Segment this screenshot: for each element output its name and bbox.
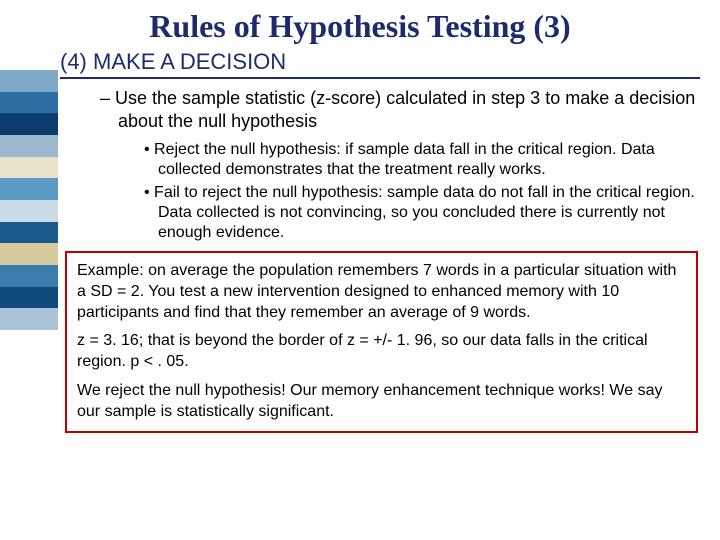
- step-label: MAKE A DECISION: [93, 49, 286, 74]
- dash-bullet: Use the sample statistic (z-score) calcu…: [100, 87, 700, 132]
- example-paragraph: z = 3. 16; that is beyond the border of …: [77, 331, 686, 373]
- bullet-item: Reject the null hypothesis: if sample da…: [144, 140, 700, 180]
- bullet-item: Fail to reject the null hypothesis: samp…: [144, 183, 700, 243]
- step-number: (4): [60, 49, 87, 74]
- bullet-list: Reject the null hypothesis: if sample da…: [144, 140, 700, 243]
- example-box: Example: on average the population remem…: [65, 251, 698, 433]
- example-paragraph: Example: on average the population remem…: [77, 261, 686, 323]
- slide-content: Rules of Hypothesis Testing (3) (4) MAKE…: [0, 0, 720, 443]
- slide-title: Rules of Hypothesis Testing (3): [20, 8, 700, 45]
- example-paragraph: We reject the null hypothesis! Our memor…: [77, 381, 686, 423]
- step-heading: (4) MAKE A DECISION: [60, 49, 700, 79]
